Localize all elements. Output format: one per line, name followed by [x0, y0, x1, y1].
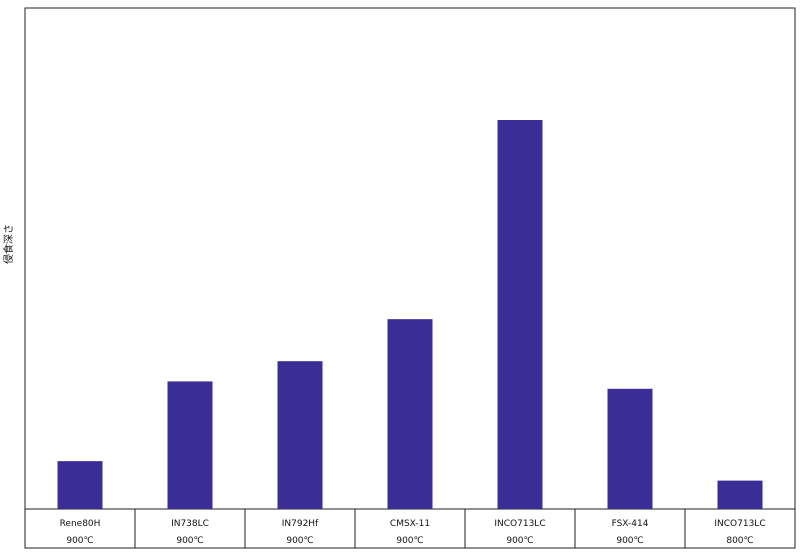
- bar-1: [167, 381, 213, 509]
- category-name-label: Rene80H: [60, 519, 101, 529]
- category-temp-label: 800℃: [726, 536, 753, 546]
- bar-5: [607, 388, 653, 509]
- bars: [57, 120, 763, 509]
- bar-3: [387, 319, 433, 509]
- category-temp-label: 900℃: [616, 536, 643, 546]
- bar-0: [57, 461, 103, 509]
- y-axis-label: 侵食深さ: [2, 224, 15, 264]
- category-labels: Rene80H 900℃ IN738LC 900℃ IN792Hf 900℃ CMSX-11…: [60, 519, 766, 546]
- category-name-label: INCO713LC: [494, 519, 545, 529]
- category-temp-label: 900℃: [66, 536, 93, 546]
- category-temp-label: 900℃: [176, 536, 203, 546]
- category-name-label: IN738LC: [171, 519, 209, 529]
- bar-4: [497, 120, 543, 509]
- category-name-label: IN792Hf: [282, 519, 319, 529]
- bar-6: [717, 480, 763, 509]
- category-name-label: FSX-414: [612, 519, 649, 529]
- category-name-label: INCO713LC: [714, 519, 765, 529]
- category-dividers: [134, 509, 686, 548]
- category-name-label: CMSX-11: [390, 519, 430, 529]
- category-temp-label: 900℃: [286, 536, 313, 546]
- category-temp-label: 900℃: [396, 536, 423, 546]
- bar-2: [277, 361, 323, 509]
- category-temp-label: 900℃: [506, 536, 533, 546]
